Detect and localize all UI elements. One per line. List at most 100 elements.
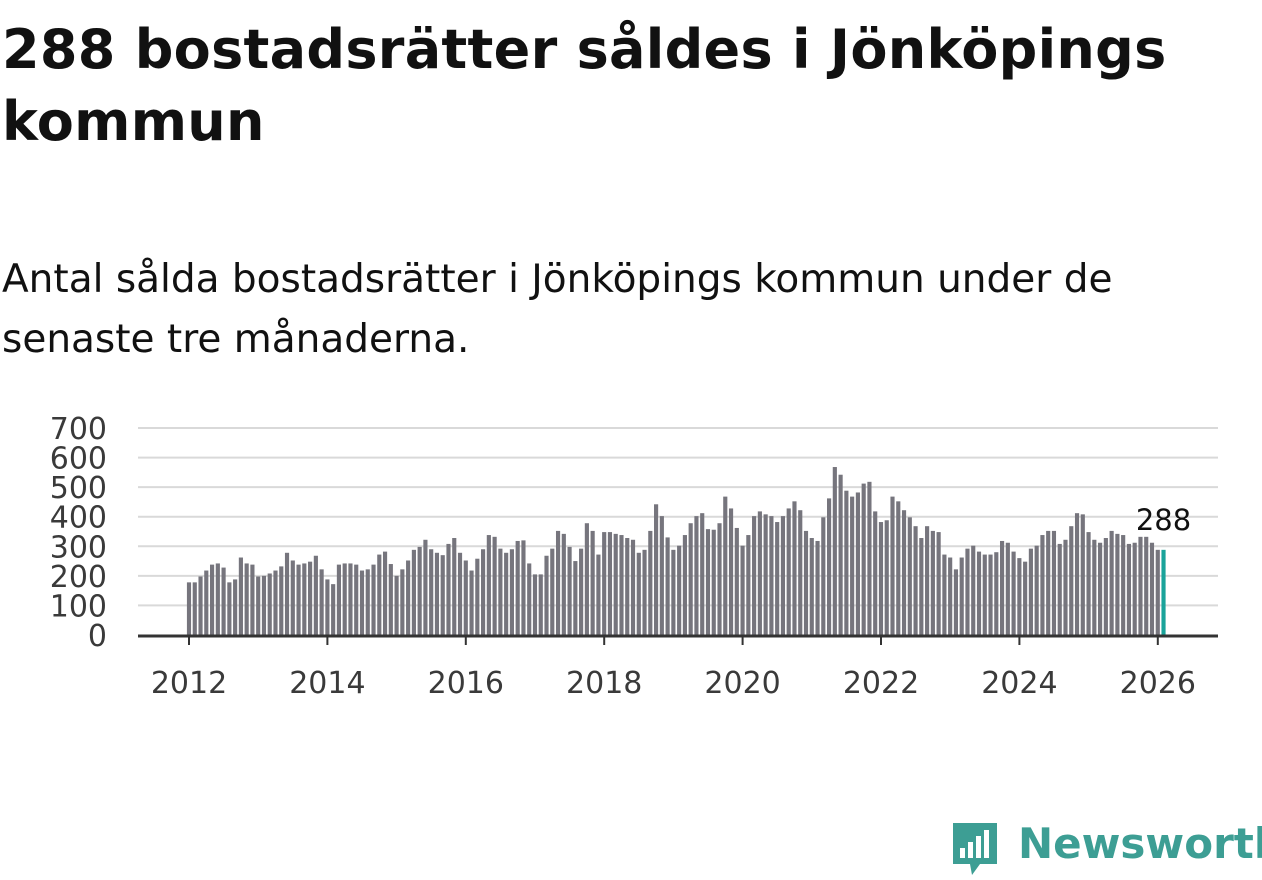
- bar: [1121, 535, 1126, 635]
- bar: [457, 552, 463, 635]
- bar: [930, 530, 935, 635]
- bar: [244, 563, 249, 635]
- bar: [429, 549, 434, 635]
- bar: [982, 554, 987, 635]
- bar: [561, 533, 566, 635]
- bar: [573, 561, 578, 635]
- y-tick-label: 0: [88, 619, 107, 654]
- bar: [642, 549, 647, 635]
- bar: [256, 576, 261, 635]
- bar: [671, 549, 676, 635]
- y-tick-label: 300: [50, 530, 107, 565]
- x-tick-label: 2014: [289, 666, 365, 701]
- bar: [1098, 542, 1103, 635]
- bar: [1138, 536, 1143, 635]
- bar: [907, 517, 912, 635]
- bar: [417, 546, 422, 635]
- bar: [994, 552, 999, 635]
- bar: [757, 511, 762, 635]
- bar: [607, 532, 613, 635]
- y-tick-label: 100: [50, 589, 107, 624]
- x-tick-label: 2012: [151, 666, 227, 701]
- bar: [654, 504, 659, 635]
- bar: [590, 530, 595, 635]
- bar: [463, 560, 468, 635]
- y-tick-label: 200: [50, 560, 107, 595]
- bar: [896, 501, 901, 635]
- bar: [959, 557, 964, 635]
- bar: [434, 552, 440, 635]
- bar: [1040, 535, 1045, 635]
- bar: [509, 549, 514, 635]
- bar: [884, 520, 889, 635]
- bar: [648, 530, 653, 635]
- y-tick-label: 500: [50, 471, 107, 506]
- data-labels: 288: [1136, 503, 1191, 537]
- bar: [711, 529, 716, 635]
- bar: [786, 508, 791, 635]
- bar-series: [186, 467, 1166, 635]
- bar: [700, 513, 705, 635]
- bar: [584, 523, 589, 635]
- bar: [550, 548, 555, 635]
- bar: [1092, 539, 1097, 635]
- x-tick-label: 2024: [981, 666, 1057, 701]
- newsworthy-logo: Newsworthy: [948, 816, 1262, 880]
- bar: [365, 569, 370, 635]
- x-tick-label: 2020: [704, 666, 780, 701]
- bar: [261, 575, 267, 635]
- bar: [792, 501, 797, 635]
- bar: [775, 522, 780, 635]
- bar: [1063, 539, 1068, 635]
- bar: [325, 579, 330, 635]
- bar: [769, 516, 774, 635]
- bar: [1051, 530, 1057, 635]
- bar: [233, 579, 238, 635]
- bar: [1005, 542, 1010, 635]
- bar: [705, 529, 711, 635]
- bar: [728, 508, 734, 635]
- bar: [925, 526, 930, 635]
- bar: [873, 511, 878, 635]
- bar: [677, 545, 682, 635]
- bar: [567, 546, 572, 635]
- bar: [394, 575, 399, 635]
- bar: [342, 563, 347, 635]
- bar: [198, 576, 203, 635]
- newsworthy-chart-icon: [953, 823, 997, 875]
- bar: [382, 551, 388, 635]
- bar: [953, 569, 959, 635]
- bar: [290, 560, 295, 635]
- bar: [1115, 533, 1120, 635]
- bar: [890, 496, 895, 635]
- bar: [209, 564, 215, 635]
- bar: [348, 563, 353, 635]
- bar: [694, 516, 699, 635]
- bar: [452, 538, 457, 635]
- bar: [313, 555, 318, 635]
- bar: [481, 549, 486, 635]
- bar: [302, 563, 307, 635]
- bar: [734, 527, 739, 635]
- bar: [919, 538, 924, 635]
- bar: [331, 584, 336, 635]
- bar: [1011, 551, 1016, 635]
- page-title: 288 bostadsrätter såldes i Jönköpings ko…: [2, 18, 1167, 153]
- bar: [1080, 514, 1085, 635]
- x-tick-label: 2022: [843, 666, 919, 701]
- bar: [838, 474, 843, 635]
- bar: [971, 545, 976, 635]
- bar: [688, 523, 693, 635]
- bar: [192, 582, 197, 635]
- bar: [901, 510, 907, 635]
- bar: [411, 549, 416, 635]
- bar: [763, 514, 768, 635]
- bar: [1069, 526, 1074, 635]
- bar: [809, 538, 814, 635]
- bar: [221, 567, 226, 635]
- x-axis: 2012 2014 2016 2018 2020 2022 2024 2026: [151, 637, 1196, 701]
- bar: [279, 566, 284, 635]
- bar: [780, 516, 786, 635]
- bar: [682, 535, 687, 635]
